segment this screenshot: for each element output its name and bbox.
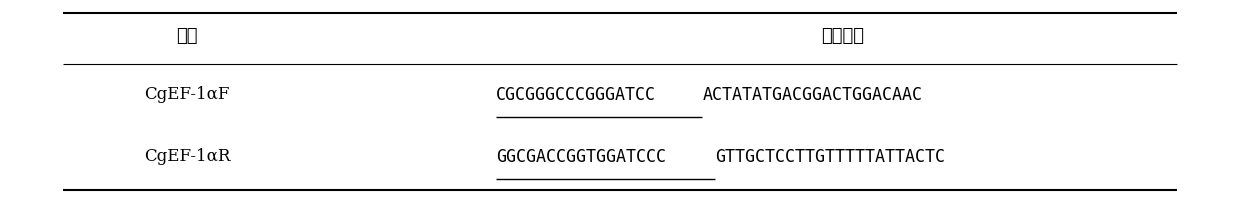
Text: ACTATATGACGGACTGGACAAC: ACTATATGACGGACTGGACAAC <box>702 86 923 104</box>
Text: GTTGCTCCTTGTTTTTATTACTC: GTTGCTCCTTGTTTTTATTACTC <box>715 148 945 166</box>
Text: GGCGACCGGTGGATCCC: GGCGACCGGTGGATCCC <box>496 148 666 166</box>
Text: CgEF-1αR: CgEF-1αR <box>144 148 231 165</box>
Text: 引物: 引物 <box>176 27 197 45</box>
Text: CGCGGGCCCGGGATCC: CGCGGGCCCGGGATCC <box>496 86 656 104</box>
Text: 引物序列: 引物序列 <box>821 27 864 45</box>
Text: CgEF-1αF: CgEF-1αF <box>144 86 229 103</box>
